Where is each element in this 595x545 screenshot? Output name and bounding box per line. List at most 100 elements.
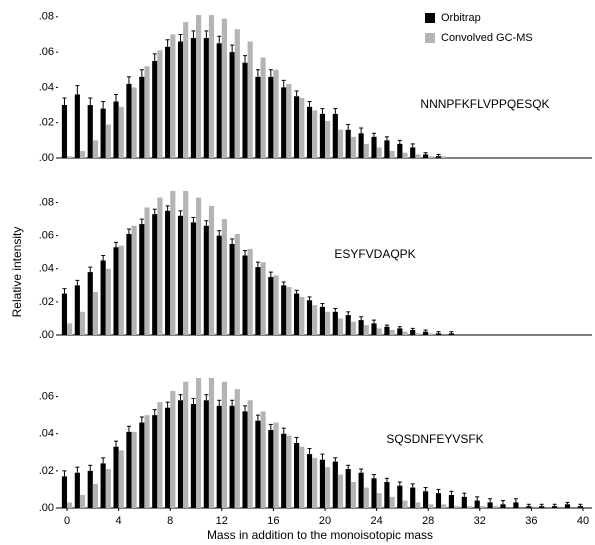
bar bbox=[196, 15, 202, 159]
bar bbox=[105, 469, 111, 508]
legend-swatch bbox=[425, 13, 435, 23]
bar bbox=[332, 311, 338, 335]
bar bbox=[345, 315, 351, 335]
bar bbox=[319, 459, 325, 508]
bar bbox=[247, 248, 253, 335]
bar bbox=[337, 474, 344, 508]
x-axis-label: Mass in addition to the monoisotopic mas… bbox=[207, 528, 433, 542]
bar bbox=[428, 156, 434, 158]
y-tick-label: .08 bbox=[39, 196, 54, 208]
bar bbox=[384, 326, 390, 335]
bar bbox=[286, 286, 292, 335]
annotation: SQSDNFEYVSFK bbox=[386, 432, 483, 446]
bar bbox=[67, 156, 73, 158]
x-tick-label: 16 bbox=[267, 515, 279, 527]
bar bbox=[461, 496, 467, 508]
bar bbox=[87, 105, 93, 158]
bar bbox=[402, 152, 408, 158]
bar bbox=[100, 463, 106, 508]
bar bbox=[100, 260, 106, 335]
bar bbox=[577, 506, 583, 508]
bar bbox=[229, 405, 235, 508]
bar bbox=[552, 506, 558, 508]
bar bbox=[453, 506, 460, 508]
bar bbox=[190, 404, 197, 508]
bar bbox=[479, 506, 485, 508]
bar bbox=[190, 222, 197, 335]
bar bbox=[312, 110, 318, 158]
bar bbox=[397, 328, 403, 335]
bar bbox=[203, 38, 209, 158]
bar bbox=[435, 156, 442, 158]
bar bbox=[67, 502, 73, 508]
bar bbox=[234, 389, 240, 508]
bar bbox=[234, 29, 240, 159]
bar bbox=[165, 46, 171, 158]
bar bbox=[268, 76, 274, 158]
bar bbox=[126, 431, 132, 508]
bar bbox=[260, 262, 266, 335]
bar bbox=[332, 461, 338, 508]
bar bbox=[332, 113, 338, 158]
bar bbox=[79, 150, 86, 158]
bar bbox=[67, 323, 73, 335]
x-tick-label: 8 bbox=[167, 515, 173, 527]
bar bbox=[358, 320, 364, 335]
bar bbox=[281, 285, 287, 335]
bar bbox=[196, 378, 202, 508]
bar bbox=[410, 330, 416, 335]
bar bbox=[79, 495, 86, 508]
bar bbox=[513, 502, 519, 508]
bar bbox=[268, 277, 274, 335]
bar bbox=[61, 476, 68, 508]
x-tick-label: 12 bbox=[216, 515, 228, 527]
bar bbox=[216, 235, 222, 335]
bar bbox=[126, 83, 132, 158]
bar bbox=[281, 87, 287, 158]
bar bbox=[87, 470, 93, 508]
bar bbox=[255, 76, 261, 158]
bar bbox=[345, 129, 351, 158]
x-tick-label: 32 bbox=[474, 515, 486, 527]
x-tick-label: 4 bbox=[116, 515, 122, 527]
bar bbox=[79, 311, 86, 335]
bar bbox=[350, 482, 356, 508]
bar bbox=[397, 143, 403, 158]
bar bbox=[402, 500, 408, 508]
bar bbox=[428, 333, 434, 335]
bar bbox=[358, 133, 364, 158]
y-tick-label: .04 bbox=[39, 81, 54, 93]
bar bbox=[234, 234, 240, 335]
bar bbox=[319, 306, 325, 335]
y-tick-label: .02 bbox=[39, 465, 54, 477]
bar bbox=[423, 331, 429, 335]
bar bbox=[273, 422, 279, 508]
bar bbox=[170, 391, 176, 508]
bar bbox=[183, 381, 189, 508]
bar bbox=[397, 485, 403, 508]
bar bbox=[325, 311, 331, 335]
bar bbox=[105, 124, 111, 158]
bar bbox=[118, 245, 124, 335]
bar bbox=[299, 446, 305, 508]
bar bbox=[500, 504, 506, 508]
bar bbox=[208, 15, 215, 159]
bar bbox=[118, 450, 124, 508]
bar bbox=[165, 407, 171, 508]
bar bbox=[299, 98, 305, 158]
bar bbox=[312, 457, 318, 508]
y-tick-label: .08 bbox=[39, 11, 54, 23]
bar bbox=[144, 66, 150, 158]
bar bbox=[358, 472, 364, 508]
bar bbox=[402, 331, 408, 335]
bar bbox=[389, 330, 395, 335]
bar bbox=[113, 446, 119, 508]
bar bbox=[100, 108, 106, 158]
bar bbox=[423, 491, 429, 508]
bar bbox=[273, 275, 279, 335]
bar bbox=[441, 156, 447, 158]
y-tick-label: .06 bbox=[39, 46, 54, 58]
bar bbox=[183, 190, 189, 335]
bar bbox=[325, 120, 331, 158]
bar bbox=[113, 247, 119, 335]
